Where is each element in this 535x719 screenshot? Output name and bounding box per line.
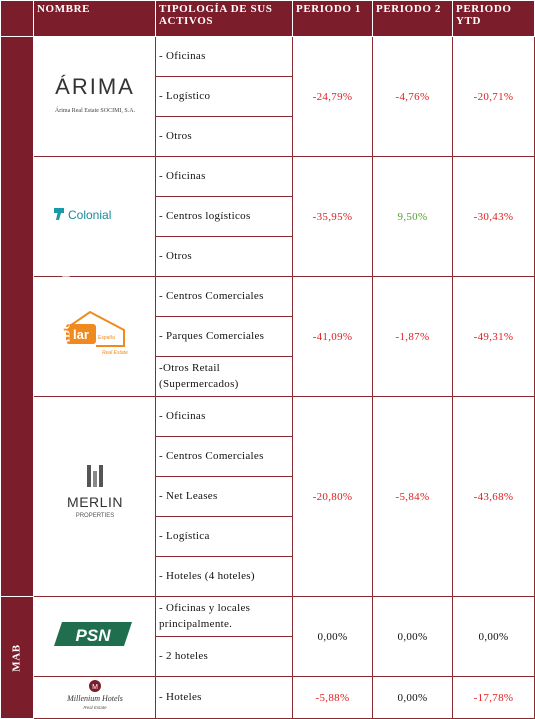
arima-logo-text: ÁRIMA (55, 74, 135, 99)
lar-house-icon (62, 310, 125, 347)
table-row: MERLIN PROPERTIES - Oficinas -20,80% -5,… (1, 396, 535, 597)
lar-logo-sub2: Real Estate (102, 350, 128, 356)
periodo-ytd-value: -49,31% (452, 276, 535, 397)
periodo-2-value: -5,84% (372, 396, 453, 597)
periodo-2-value: 0,00% (372, 596, 453, 677)
merlin-logo: MERLIN PROPERTIES (67, 465, 123, 519)
market-label-text: MAB (11, 643, 23, 672)
asset-item: - Parques Comerciales (155, 316, 293, 357)
millenium-mark: M (92, 684, 98, 691)
asset-item: - Hoteles (4 hoteles) (155, 556, 293, 597)
company-logo-cell: M Millenium Hotels Real Estate (33, 676, 156, 719)
psn-logo: PSN (53, 622, 132, 646)
periodo-2-value: 0,00% (372, 676, 453, 719)
merlin-logo-sub: PROPERTIES (75, 513, 114, 519)
millenium-logo-sub: Real Estate (83, 705, 107, 710)
company-logo-cell: PSN (33, 596, 156, 677)
merlin-logo-text: MERLIN (67, 494, 123, 510)
table-row: - Centros Comerciales (1, 436, 535, 477)
periodo-1-value: -24,79% (292, 36, 373, 157)
market-label-mab: MAB (0, 596, 34, 719)
header-periodo-1: PERIODO 1 (292, 0, 373, 37)
asset-item: - Oficinas (155, 156, 293, 197)
asset-item: -Otros Retail (Supermercados) (155, 356, 293, 397)
periodo-2-value: 9,50% (372, 156, 453, 277)
table-row: Colonial - Oficinas -35,95% 9,50% -30,43… (1, 156, 535, 277)
table-row: - Net Leases (1, 476, 535, 517)
asset-item: - Otros (155, 236, 293, 277)
table-row: lar España Real Estate - Centros Comerci… (1, 276, 535, 397)
company-logo-cell: Colonial (33, 156, 156, 277)
table-row: - Parques Comerciales (1, 316, 535, 357)
table-row: - Hoteles (4 hoteles) (1, 556, 535, 597)
asset-item: - Hoteles (155, 676, 293, 719)
millenium-crest-icon (88, 680, 101, 692)
header-periodo-ytd: PERIODO YTD (452, 0, 535, 37)
lar-logo-sub1: España (98, 335, 115, 341)
header-blank (0, 0, 34, 37)
market-label-continuo: MERCADO CONTINUO (0, 36, 72, 597)
millenium-logo: M Millenium Hotels Real Estate (66, 680, 123, 710)
periodo-1-value: -5,88% (292, 676, 373, 719)
asset-item: - Oficinas (155, 396, 293, 437)
asset-item: - Oficinas y locales principalmente. (155, 596, 293, 637)
colonial-logo-text: Colonial (68, 208, 111, 222)
arima-logo-sub: Árima Real Estate SOCIMI, S.A. (54, 106, 135, 114)
asset-item: - Centros Comerciales (155, 276, 293, 317)
table-row: - Logística (1, 516, 535, 557)
periodo-ytd-value: -20,71% (452, 36, 535, 157)
market-label-text: MERCADO CONTINUO (60, 251, 73, 382)
periodo-ytd-value: -30,43% (452, 156, 535, 277)
company-logo-cell: lar España Real Estate (33, 276, 156, 397)
asset-item: - Net Leases (155, 476, 293, 517)
psn-badge-icon (53, 622, 132, 646)
periodo-1-value: -20,80% (292, 396, 373, 597)
table-row: MERCADO CONTINUO ÁRIMA Árima Real Estate… (0, 36, 535, 597)
arima-logo: ÁRIMA Árima Real Estate SOCIMI, S.A. (54, 74, 135, 114)
asset-item: - Centros logísticos (155, 196, 293, 237)
table-row: M Millenium Hotels Real Estate - Hoteles… (1, 676, 535, 719)
header-tipologia: TIPOLOGÍA DE SUS ACTIVOS (155, 0, 293, 37)
asset-item: - Logística (155, 516, 293, 557)
table-row: - Otros (1, 236, 535, 277)
periodo-2-value: -4,76% (372, 36, 453, 157)
lar-box-icon (65, 324, 96, 344)
header-nombre: NOMBRE (33, 0, 156, 37)
table-row: - 2 hoteles (1, 636, 535, 677)
periodo-1-value: -35,95% (292, 156, 373, 277)
periodo-1-value: 0,00% (292, 596, 373, 677)
periodo-ytd-value: -43,68% (452, 396, 535, 597)
asset-item: - Logístico (155, 76, 293, 117)
merlin-bar-icon (86, 465, 91, 487)
asset-item: - Centros Comerciales (155, 436, 293, 477)
periodo-ytd-value: -17,78% (452, 676, 535, 719)
colonial-logo: Colonial (53, 208, 111, 222)
millenium-logo-text: Millenium Hotels (66, 694, 123, 703)
asset-item: - 2 hoteles (155, 636, 293, 677)
merlin-bar-icon (92, 471, 97, 487)
header-row: NOMBRE TIPOLOGÍA DE SUS ACTIVOS PERIODO … (0, 0, 535, 37)
periodo-2-value: -1,87% (372, 276, 453, 397)
lar-espana-logo: lar España Real Estate (62, 310, 128, 356)
lar-logo-text: lar (73, 327, 89, 342)
colonial-mark-icon (53, 208, 64, 220)
table-row: - Otros (1, 116, 535, 157)
header-periodo-2: PERIODO 2 (372, 0, 453, 37)
merlin-bar-icon (98, 465, 103, 487)
psn-logo-text: PSN (75, 626, 111, 645)
periodo-ytd-value: 0,00% (452, 596, 535, 677)
company-logo-cell: ÁRIMA Árima Real Estate SOCIMI, S.A. (33, 36, 156, 157)
asset-item: - Oficinas (155, 36, 293, 77)
table-row: MAB PSN - Oficinas y locales principalme… (0, 596, 535, 719)
table-row: - Logístico (1, 76, 535, 117)
company-logo-cell: MERLIN PROPERTIES (33, 396, 156, 597)
asset-item: - Otros (155, 116, 293, 157)
periodo-1-value: -41,09% (292, 276, 373, 397)
